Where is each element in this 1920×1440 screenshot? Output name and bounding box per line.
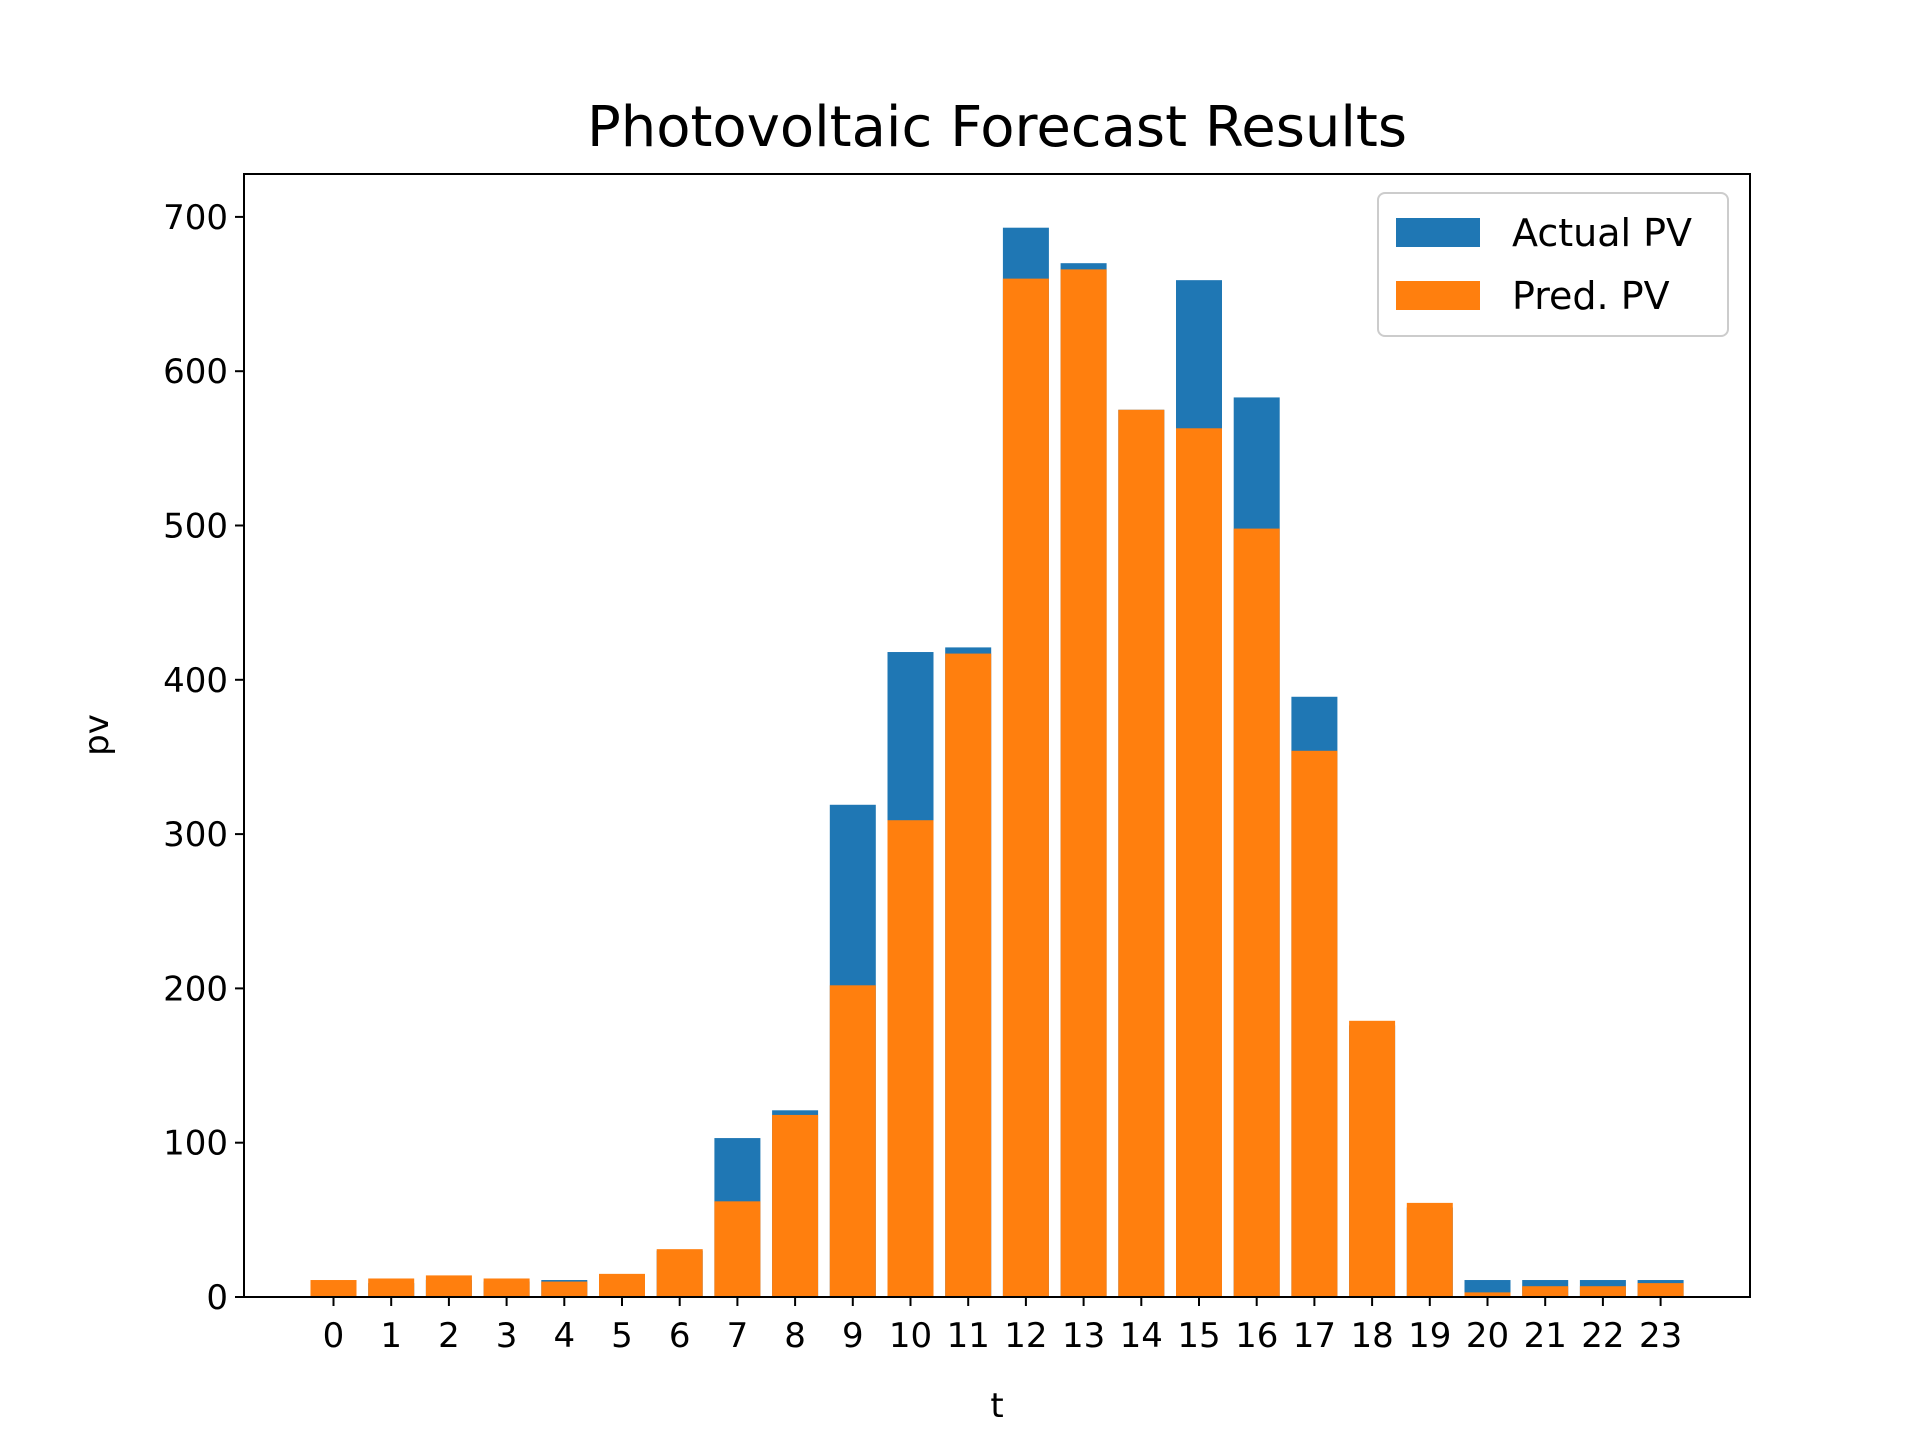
- bar-predicted-13: [1060, 269, 1107, 1297]
- legend-label-actual: Actual PV: [1512, 211, 1692, 255]
- x-tick-label: 16: [1235, 1316, 1278, 1356]
- bars-group: [310, 227, 1684, 1298]
- y-axis: 0 100 200 300 400 500 600 700: [163, 198, 244, 1318]
- y-tick-label: 300: [163, 815, 228, 855]
- bar-predicted-14: [1118, 409, 1165, 1297]
- bar-predicted-3: [483, 1278, 530, 1297]
- bar-predicted-0: [310, 1280, 357, 1297]
- x-tick-label: 2: [438, 1316, 460, 1356]
- bar-predicted-5: [599, 1273, 645, 1297]
- bar-predicted-11: [945, 653, 992, 1297]
- y-tick-label: 0: [206, 1278, 228, 1318]
- x-tick-label: 21: [1524, 1316, 1567, 1356]
- y-tick-label: 400: [163, 661, 228, 701]
- x-tick-label: 12: [1004, 1316, 1047, 1356]
- x-tick-label: 4: [553, 1316, 575, 1356]
- x-tick-label: 17: [1293, 1316, 1336, 1356]
- x-tick-label: 15: [1177, 1316, 1220, 1356]
- x-tick-label: 8: [784, 1316, 806, 1356]
- bar-predicted-18: [1349, 1020, 1396, 1297]
- x-tick-label: 9: [842, 1316, 864, 1356]
- bar-predicted-7: [714, 1201, 761, 1297]
- x-tick-label: 23: [1639, 1316, 1682, 1356]
- x-tick-label: 1: [380, 1316, 402, 1356]
- x-tick-label: 18: [1350, 1316, 1393, 1356]
- x-tick-label: 5: [611, 1316, 633, 1356]
- x-tick-label: 10: [889, 1316, 932, 1356]
- x-tick-label: 11: [947, 1316, 990, 1356]
- bar-predicted-2: [425, 1275, 472, 1297]
- x-tick-label: 13: [1062, 1316, 1105, 1356]
- bar-predicted-23: [1637, 1283, 1684, 1297]
- bar-predicted-15: [1176, 428, 1222, 1297]
- x-tick-label: 19: [1408, 1316, 1451, 1356]
- x-tick-label: 14: [1120, 1316, 1163, 1356]
- bar-predicted-8: [772, 1114, 819, 1297]
- bar-predicted-19: [1406, 1202, 1453, 1297]
- plot-frame: [243, 173, 1751, 1298]
- y-tick-label: 600: [163, 352, 228, 392]
- bar-predicted-9: [829, 985, 876, 1297]
- legend-swatch-actual: [1396, 218, 1480, 247]
- x-tick-label: 20: [1466, 1316, 1509, 1356]
- x-tick-label: 3: [496, 1316, 518, 1356]
- y-tick-label: 700: [163, 198, 228, 238]
- bar-predicted-20: [1464, 1292, 1511, 1297]
- x-axis: 0 1 2 3 4 5 6 7 8 9 10 11 12 13 14 15 16 17 18 19 20 21 22 23: [323, 1297, 1682, 1356]
- bar-predicted-10: [887, 820, 934, 1297]
- bar-predicted-21: [1522, 1286, 1569, 1297]
- x-tick-label: 0: [323, 1316, 345, 1356]
- bar-predicted-1: [368, 1278, 415, 1297]
- legend-label-predicted: Pred. PV: [1512, 274, 1670, 318]
- x-tick-label: 6: [669, 1316, 691, 1356]
- bar-predicted-4: [541, 1281, 588, 1297]
- y-tick-label: 100: [163, 1124, 228, 1164]
- x-tick-label: 7: [727, 1316, 749, 1356]
- bar-predicted-22: [1579, 1286, 1626, 1297]
- y-tick-label: 200: [163, 969, 228, 1009]
- legend-swatch-predicted: [1396, 281, 1480, 310]
- bar-predicted-16: [1233, 528, 1280, 1297]
- bar-predicted-6: [656, 1249, 703, 1297]
- bar-predicted-17: [1291, 750, 1338, 1297]
- chart-title: Photovoltaic Forecast Results: [587, 95, 1407, 160]
- x-tick-label: 22: [1581, 1316, 1624, 1356]
- legend: Actual PV Pred. PV: [1377, 192, 1729, 337]
- bar-predicted-12: [1002, 278, 1049, 1297]
- y-tick-label: 500: [163, 507, 228, 547]
- y-axis-label: pv: [77, 714, 117, 756]
- x-axis-label: t: [990, 1386, 1003, 1426]
